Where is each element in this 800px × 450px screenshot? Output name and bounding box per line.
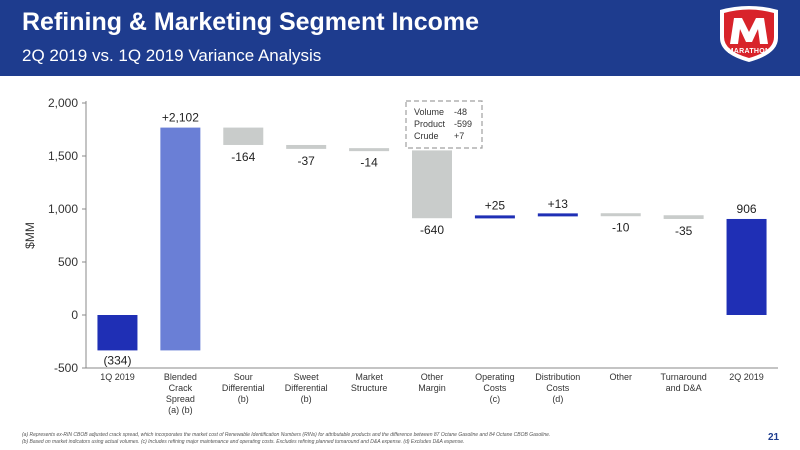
y-tick-label: 1,000 xyxy=(48,202,78,216)
page-number: 21 xyxy=(768,432,780,443)
bar-7 xyxy=(537,213,578,217)
logo-text: MARATHON xyxy=(727,48,771,55)
data-label: +25 xyxy=(485,199,506,213)
data-label: -35 xyxy=(675,224,693,238)
callout-label: Product xyxy=(414,119,446,129)
bar-8 xyxy=(600,213,641,217)
x-tick-label: Other xyxy=(609,372,632,382)
page-title: Refining & Marketing Segment Income xyxy=(22,8,480,36)
callout-value: -599 xyxy=(454,119,472,129)
x-tick-label: Turnaround and D&A xyxy=(661,372,707,393)
data-label: +13 xyxy=(548,197,569,211)
bar-3 xyxy=(286,144,327,149)
x-tick-label: Distribution Costs (d) xyxy=(535,372,580,404)
page-subtitle: 2Q 2019 vs. 1Q 2019 Variance Analysis xyxy=(22,46,322,65)
y-tick-label: 1,500 xyxy=(48,149,78,163)
variance-waterfall-chart: -500 0 500 1,000 1,500 2,000 $MM (334) +2,102 -16… xyxy=(23,96,778,415)
callout-value: -48 xyxy=(454,107,467,117)
footnote-bcd: (b) Based on market indicators using act… xyxy=(22,439,465,445)
bar-4 xyxy=(349,148,390,152)
callout-label: Crude xyxy=(414,131,439,141)
bar-5 xyxy=(412,150,452,219)
bar-9 xyxy=(663,215,704,219)
data-label: -37 xyxy=(298,154,316,168)
x-tick-label: Other Margin xyxy=(418,372,446,393)
y-tick-label: 500 xyxy=(58,255,78,269)
callout-box xyxy=(405,100,483,149)
data-label: -640 xyxy=(420,223,444,237)
data-label: -10 xyxy=(612,220,630,234)
y-tick-label: -500 xyxy=(54,361,78,375)
bar-2 xyxy=(223,127,264,145)
x-tick-label: Market Structure xyxy=(351,372,388,393)
x-tick-label: 1Q 2019 xyxy=(100,372,135,382)
callout-value: +7 xyxy=(454,131,464,141)
x-tick-label: Sour Differential (b) xyxy=(222,372,265,404)
y-axis-label: $MM xyxy=(23,222,37,249)
data-label: -14 xyxy=(360,155,378,169)
x-tick-label: Operating Costs (c) xyxy=(475,372,515,404)
marathon-logo: MARATHON xyxy=(712,4,786,64)
y-tick-label: 2,000 xyxy=(48,96,78,110)
header-bar: Refining & Marketing Segment Income 2Q 2… xyxy=(0,0,800,76)
data-label: (334) xyxy=(103,353,131,367)
bar-10 xyxy=(726,218,767,315)
data-label: -164 xyxy=(231,150,255,164)
bar-0 xyxy=(97,315,138,351)
callout-label: Volume xyxy=(414,107,444,117)
data-label: +2,102 xyxy=(162,111,199,125)
bar-1 xyxy=(160,127,201,351)
x-tick-label: Blended Crack Spread (a) (b) xyxy=(164,372,197,415)
bar-6 xyxy=(474,215,515,219)
x-tick-label: Sweet Differential (b) xyxy=(285,372,328,404)
footnote-a: (a) Represents ex-RIN CBOB adjusted crac… xyxy=(22,432,551,438)
data-label: 906 xyxy=(737,202,757,216)
x-tick-label: 2Q 2019 xyxy=(729,372,764,382)
footnotes: (a) Represents ex-RIN CBOB adjusted crac… xyxy=(22,432,762,446)
logo-shield-icon xyxy=(720,6,778,62)
y-tick-label: 0 xyxy=(71,308,78,322)
